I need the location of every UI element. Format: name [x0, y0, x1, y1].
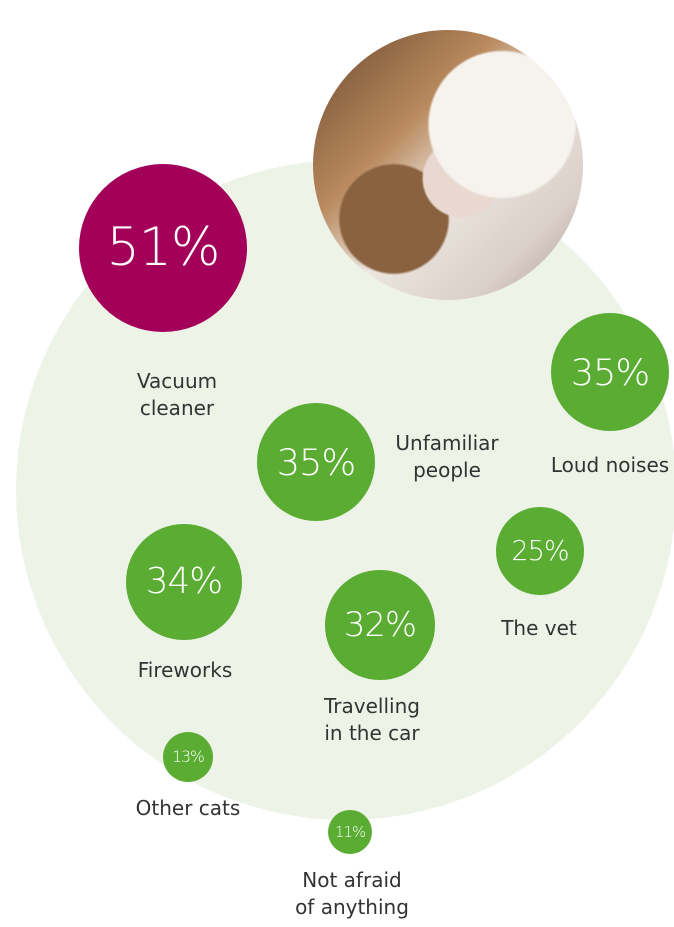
bubble: 13% [162, 731, 214, 783]
bubble: 51% [78, 163, 248, 333]
value-label: 35% [570, 350, 651, 394]
category-label: Travelling in the car [324, 694, 420, 745]
bubble: 35% [550, 312, 670, 432]
cat-photo [313, 30, 583, 300]
value-label: 11% [334, 822, 366, 841]
bubble: 32% [325, 570, 435, 680]
category-label: Vacuum cleaner [136, 369, 218, 420]
bubble: 25% [496, 507, 584, 595]
category-label: The vet [501, 616, 577, 640]
bubble: 11% [327, 809, 373, 855]
category-label: Unfamiliar people [395, 431, 499, 482]
category-label: Fireworks [137, 658, 233, 682]
value-label: 32% [343, 605, 417, 645]
bubble: 34% [126, 524, 242, 640]
bubble: 35% [256, 402, 376, 522]
category-label: Other cats [135, 796, 241, 820]
value-label: 51% [106, 217, 221, 278]
value-label: 25% [511, 535, 569, 567]
value-label: 13% [172, 747, 205, 766]
category-label: Not afraid of anything [295, 868, 409, 919]
category-label: Loud noises [550, 453, 670, 477]
value-label: 35% [276, 440, 357, 484]
value-label: 34% [145, 561, 223, 603]
